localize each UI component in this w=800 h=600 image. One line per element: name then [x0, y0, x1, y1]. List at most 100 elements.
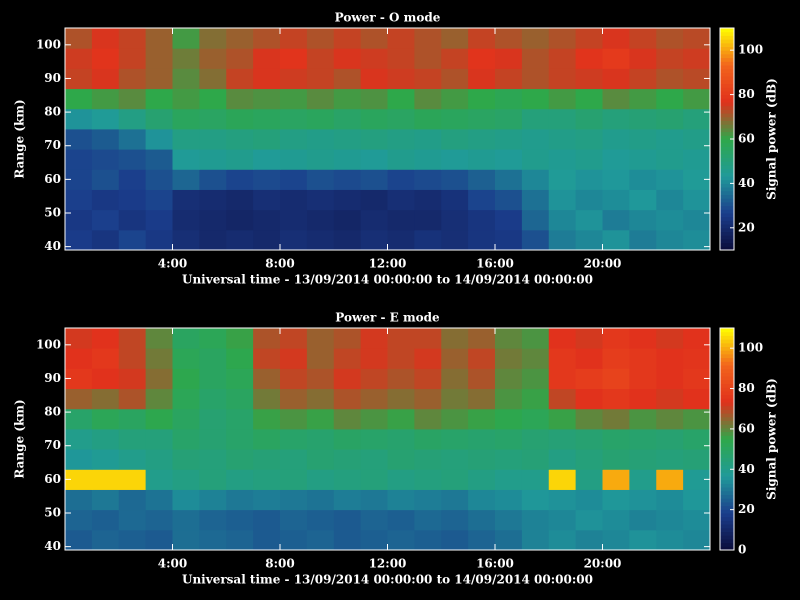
cell	[306, 348, 335, 369]
cell	[333, 108, 362, 130]
cell	[226, 449, 254, 470]
cell	[414, 449, 442, 470]
cell	[495, 229, 523, 250]
cell	[441, 209, 469, 231]
cell	[91, 368, 120, 390]
x-tick-label: 12:00	[369, 557, 407, 571]
colorbar-step	[720, 331, 734, 336]
cell	[521, 328, 550, 349]
cell	[145, 229, 173, 250]
cell	[387, 428, 415, 450]
y-tick-label: 60	[44, 172, 61, 186]
cell	[495, 209, 523, 231]
cell	[656, 368, 684, 390]
cell	[629, 469, 657, 490]
cell	[387, 128, 415, 150]
cell	[280, 368, 308, 390]
cell	[172, 469, 200, 490]
cell	[118, 529, 147, 550]
cell	[629, 449, 657, 470]
colorbar-step	[720, 450, 734, 455]
colorbar-step	[720, 246, 734, 251]
x-tick-label: 4:00	[158, 257, 187, 271]
colorbar-step	[720, 487, 734, 492]
cell	[602, 408, 630, 430]
cell	[360, 408, 388, 430]
colorbar-step	[720, 335, 734, 340]
cell	[602, 149, 630, 170]
cell	[656, 328, 684, 349]
cell	[91, 68, 120, 90]
cell	[172, 529, 200, 550]
colorbar-step	[720, 227, 734, 232]
cell	[521, 489, 550, 511]
cell	[575, 229, 603, 250]
cell	[253, 449, 281, 470]
cell	[468, 68, 496, 90]
cell	[495, 529, 523, 550]
cell	[441, 88, 469, 110]
cell	[226, 368, 254, 390]
colorbar-step	[720, 476, 734, 481]
cell	[226, 408, 254, 430]
cell	[333, 509, 362, 531]
colorbar-step	[720, 120, 734, 125]
cell	[91, 348, 120, 369]
colorbar-step	[720, 231, 734, 236]
colorbar-step	[720, 116, 734, 121]
cell	[441, 348, 469, 369]
cell	[441, 368, 469, 390]
x-tick-label: 16:00	[476, 257, 514, 271]
cell	[602, 189, 630, 211]
cell	[118, 449, 147, 470]
cell	[253, 348, 281, 369]
cell	[280, 428, 308, 450]
cell	[65, 209, 93, 231]
colorbar-step	[720, 439, 734, 444]
colorbar-step	[720, 68, 734, 73]
cell	[468, 428, 496, 450]
cell	[656, 108, 684, 130]
cell	[253, 509, 281, 531]
cell	[172, 408, 200, 430]
colorbar-step	[720, 79, 734, 84]
cell	[360, 88, 388, 110]
colorbar-step	[720, 339, 734, 344]
cell	[280, 88, 308, 110]
cell	[226, 428, 254, 450]
cell	[172, 48, 200, 69]
cell	[468, 88, 496, 110]
cell	[441, 128, 469, 150]
cell	[656, 449, 684, 470]
colorbar-step	[720, 328, 734, 333]
cell	[306, 88, 335, 110]
cell	[629, 209, 657, 231]
colorbar-frame	[719, 327, 735, 551]
cell	[414, 88, 442, 110]
cell	[629, 529, 657, 550]
cell	[602, 489, 630, 511]
cell	[387, 108, 415, 130]
colorbar-step	[720, 124, 734, 129]
cell	[199, 128, 227, 150]
cell	[145, 108, 173, 130]
cell	[441, 229, 469, 250]
cell	[387, 209, 415, 231]
cell	[306, 449, 335, 470]
cell	[118, 368, 147, 390]
cell	[253, 68, 281, 90]
cell	[468, 209, 496, 231]
colorbar-step	[720, 402, 734, 407]
cell	[495, 108, 523, 130]
colorbar-step	[720, 372, 734, 377]
cell	[65, 449, 93, 470]
cell	[521, 408, 550, 430]
cell	[145, 408, 173, 430]
cell	[575, 189, 603, 211]
y-tick-label: 80	[44, 405, 61, 419]
cell	[602, 529, 630, 550]
colorbar-step	[720, 183, 734, 188]
cell	[253, 189, 281, 211]
cell	[414, 169, 442, 190]
cell	[306, 48, 335, 69]
